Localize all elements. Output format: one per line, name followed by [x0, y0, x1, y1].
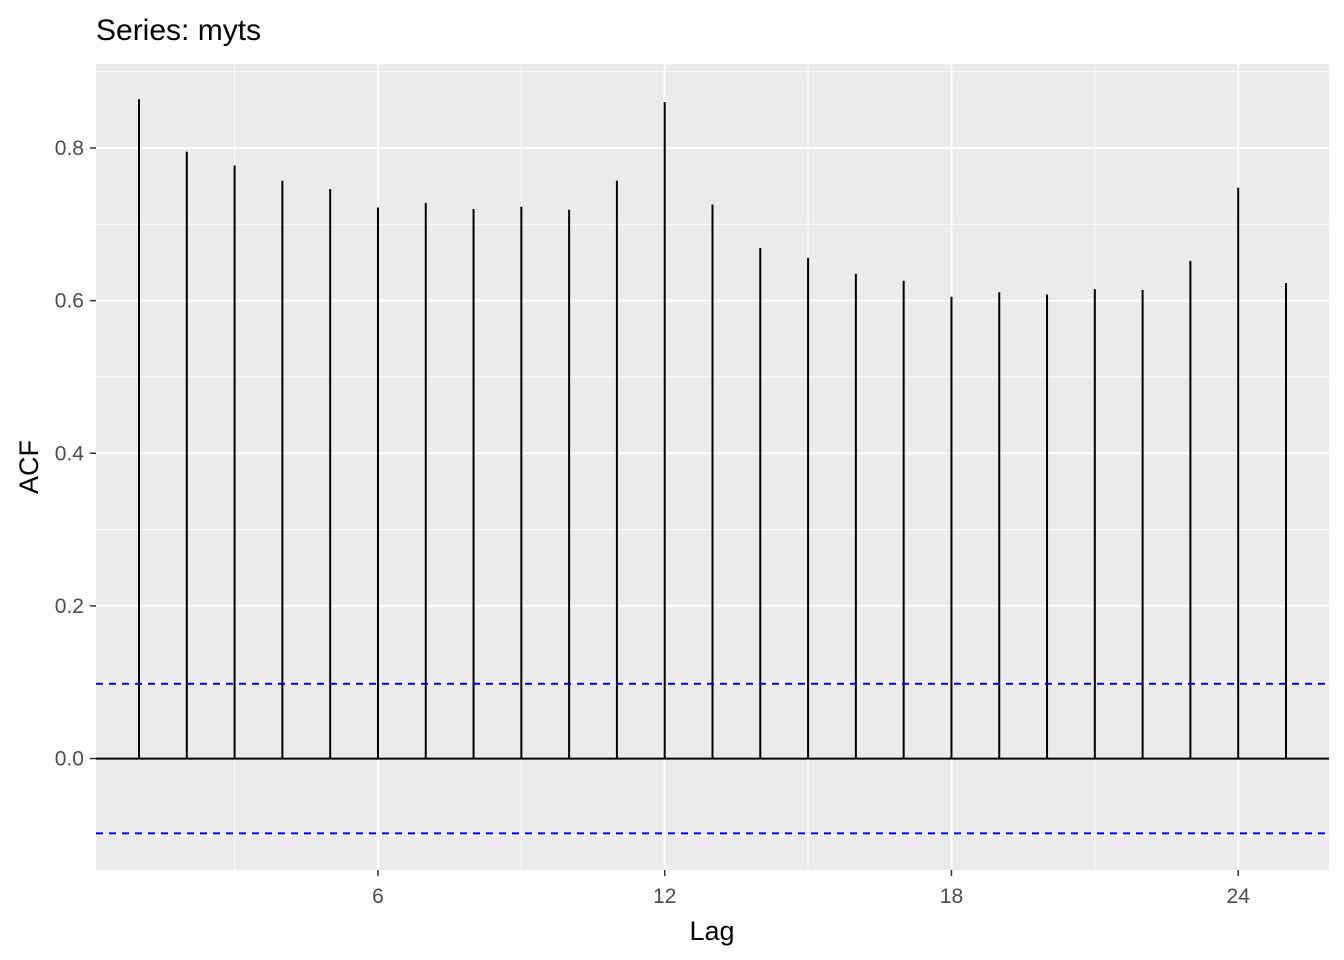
y-axis-title: ACF — [14, 440, 44, 494]
acf-bars — [138, 99, 1287, 759]
chart-title: Series: myts — [96, 14, 261, 47]
y-tick-label: 0.0 — [55, 748, 84, 771]
y-tick-label: 0.8 — [55, 137, 84, 160]
x-tick-label: 6 — [372, 885, 384, 908]
x-axis-ticks: 6 12 18 24 — [372, 870, 1250, 908]
y-tick-label: 0.6 — [55, 290, 84, 313]
y-tick-label: 0.4 — [55, 442, 85, 465]
x-tick-label: 12 — [653, 885, 676, 908]
x-axis-title: Lag — [689, 916, 734, 946]
x-tick-label: 18 — [940, 885, 963, 908]
confidence-lines — [96, 682, 1329, 835]
x-tick-label: 24 — [1227, 885, 1251, 908]
y-axis-ticks: 0.0 0.2 0.4 0.6 0.8 — [55, 137, 96, 771]
y-tick-label: 0.2 — [55, 595, 84, 618]
